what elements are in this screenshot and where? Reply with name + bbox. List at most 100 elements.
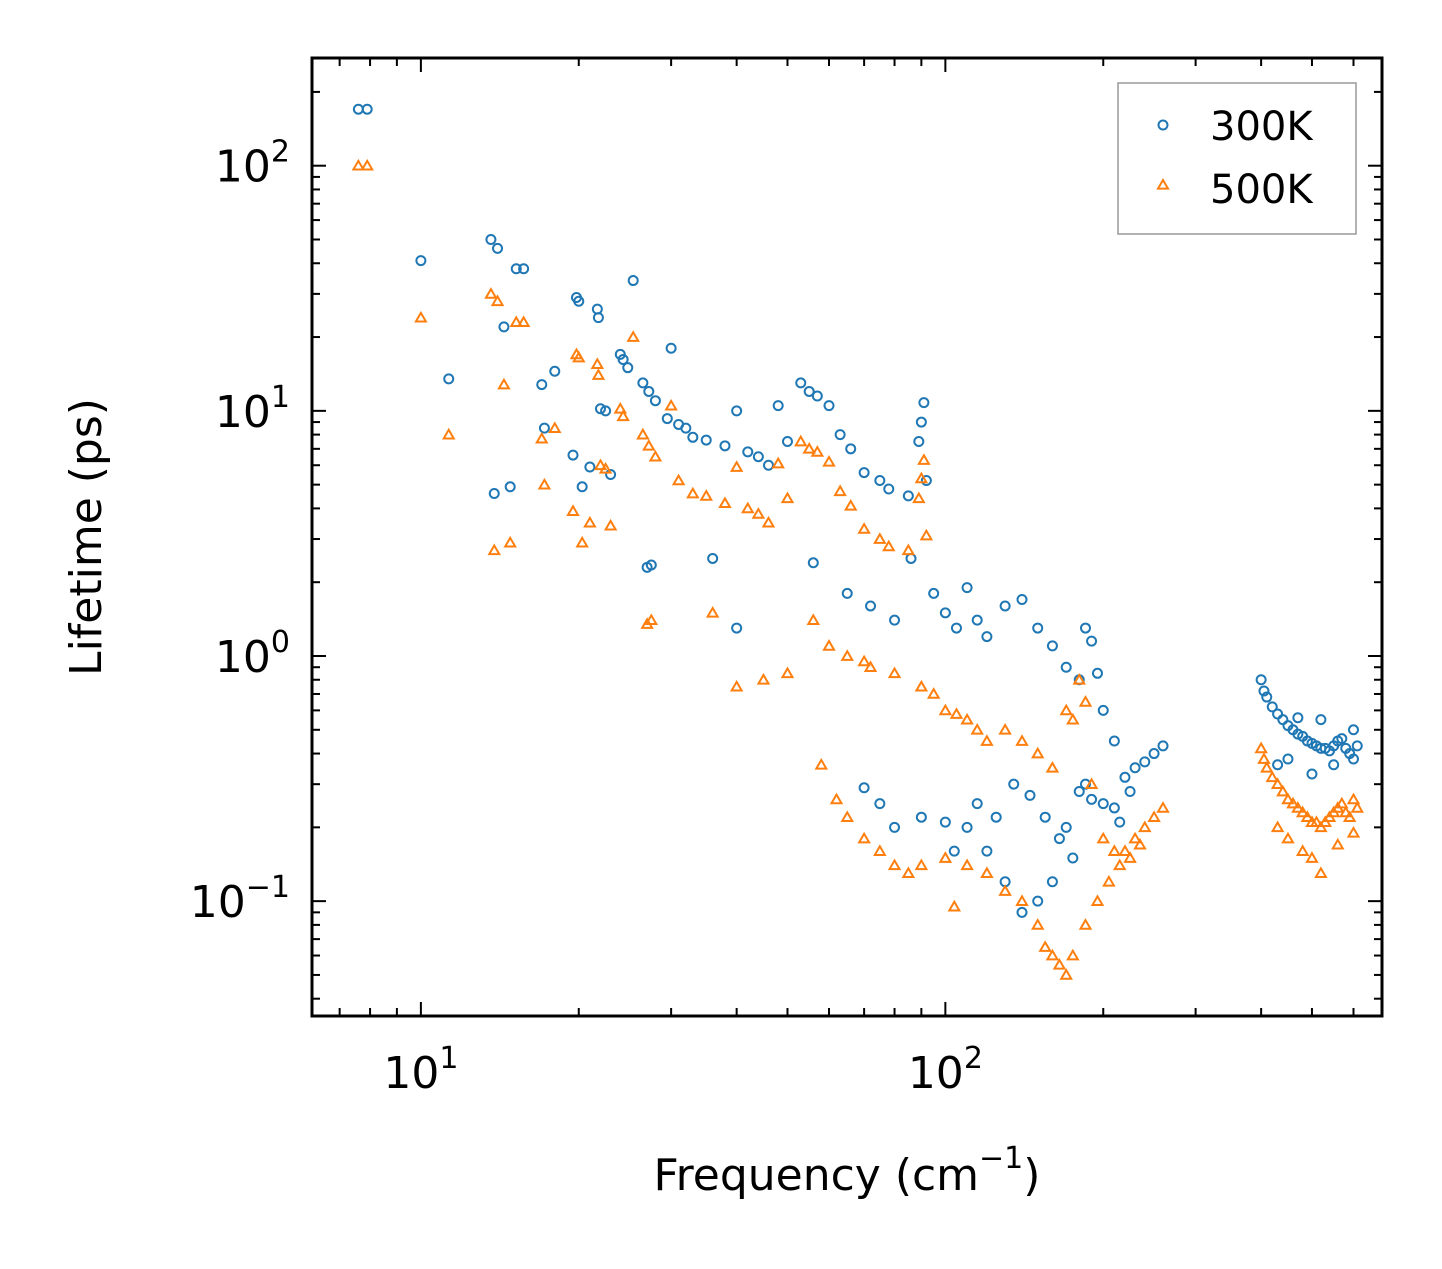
point-500k-76 (1030, 746, 1045, 759)
point-500k-74 (998, 722, 1012, 735)
point-300k-76 (1046, 640, 1058, 652)
y-tick-base: 10 (190, 877, 246, 928)
point-300k-68 (939, 607, 951, 619)
point-500k-69 (938, 703, 953, 716)
point-300k-65 (865, 600, 877, 612)
point-500k-72 (970, 722, 984, 735)
point-300k-46 (781, 435, 793, 447)
point-500k-25 (616, 409, 630, 422)
point-500k-105 (873, 844, 887, 856)
point-300k-21 (594, 403, 606, 415)
point-500k-98 (980, 866, 994, 879)
point-500k-100 (947, 899, 962, 912)
point-300k-36 (680, 422, 692, 434)
point-500k-106 (857, 831, 871, 844)
point-300k-67 (928, 587, 940, 599)
point-300k-140 (1292, 712, 1304, 724)
point-300k-22 (600, 405, 612, 417)
point-500k-85 (1118, 844, 1132, 856)
point-500k-53 (901, 543, 916, 556)
point-500k-101 (938, 851, 953, 863)
point-300k-97 (1016, 906, 1028, 918)
point-300k-27 (627, 275, 639, 287)
point-300k-134 (1336, 733, 1348, 745)
point-500k-54 (912, 491, 926, 504)
legend: 300K 500K (1117, 82, 1357, 235)
point-300k-102 (915, 811, 927, 823)
point-500k-104 (887, 858, 902, 871)
point-300k-87 (1148, 748, 1160, 760)
point-300k-4 (485, 233, 497, 245)
point-500k-3 (441, 427, 456, 440)
point-300k-62 (731, 622, 743, 634)
point-300k-34 (645, 559, 657, 571)
point-500k-96 (1015, 894, 1029, 906)
point-300k-30 (649, 395, 661, 407)
point-300k-116 (1255, 674, 1267, 686)
point-500k-81 (1078, 695, 1093, 707)
point-500k-120 (1270, 777, 1285, 790)
point-500k-108 (829, 792, 844, 805)
point-300k-20 (592, 312, 604, 324)
legend-label-500k: 500K (1210, 167, 1314, 213)
point-500k-145 (1270, 820, 1285, 833)
point-500k-113 (1112, 858, 1127, 871)
point-500k-103 (901, 866, 916, 879)
point-300k-5 (492, 242, 504, 254)
point-300k-60 (920, 474, 932, 486)
point-500k-91 (1038, 940, 1052, 952)
point-500k-117 (1257, 752, 1271, 764)
point-300k-105 (858, 782, 870, 794)
point-500k-140 (1314, 866, 1328, 879)
point-300k-6 (498, 321, 510, 333)
point-300k-103 (889, 821, 901, 833)
point-500k-78 (1059, 703, 1073, 716)
point-300k-85 (1129, 762, 1141, 774)
y-tick-exponent: 1 (271, 380, 290, 415)
point-500k-0 (351, 158, 366, 171)
point-500k-62 (822, 639, 836, 651)
point-300k-96 (1032, 895, 1044, 907)
point-500k-107 (840, 810, 854, 823)
point-300k-38 (700, 434, 712, 446)
point-500k-27 (636, 427, 650, 440)
point-500k-70 (949, 707, 964, 719)
point-500k-93 (1052, 957, 1067, 970)
point-500k-42 (771, 456, 785, 469)
point-300k-42 (742, 446, 754, 458)
point-300k-71 (971, 614, 983, 626)
point-300k-13 (549, 365, 561, 377)
point-300k-64 (841, 587, 853, 599)
point-500k-88 (1147, 810, 1161, 823)
point-500k-125 (1295, 805, 1310, 818)
point-500k-92 (1045, 948, 1060, 961)
point-300k-89 (1073, 786, 1085, 798)
point-300k-108 (990, 811, 1002, 823)
point-500k-38 (729, 460, 744, 472)
point-300k-55 (883, 483, 895, 495)
point-500k-128 (1309, 815, 1324, 827)
point-500k-49 (843, 498, 858, 511)
point-500k-45 (802, 442, 816, 454)
point-500k-20 (591, 368, 606, 380)
point-500k-73 (980, 734, 994, 746)
point-500k-82 (1084, 777, 1099, 790)
point-300k-45 (772, 400, 784, 412)
point-500k-95 (1066, 948, 1080, 961)
point-300k-29 (643, 385, 655, 397)
y-tick-label-3: 10−1 (190, 870, 290, 928)
point-500k-12 (537, 477, 552, 490)
point-500k-43 (780, 491, 795, 504)
point-500k-139 (1305, 851, 1319, 863)
point-300k-59 (918, 397, 930, 409)
point-300k-10 (504, 481, 516, 493)
point-500k-65 (863, 660, 878, 673)
point-300k-1 (361, 103, 373, 115)
point-300k-31 (661, 413, 673, 425)
point-300k-49 (811, 390, 823, 402)
point-500k-80 (1072, 672, 1086, 685)
point-300k-14 (567, 449, 579, 461)
point-500k-6 (497, 377, 511, 390)
point-500k-141 (1295, 844, 1310, 856)
